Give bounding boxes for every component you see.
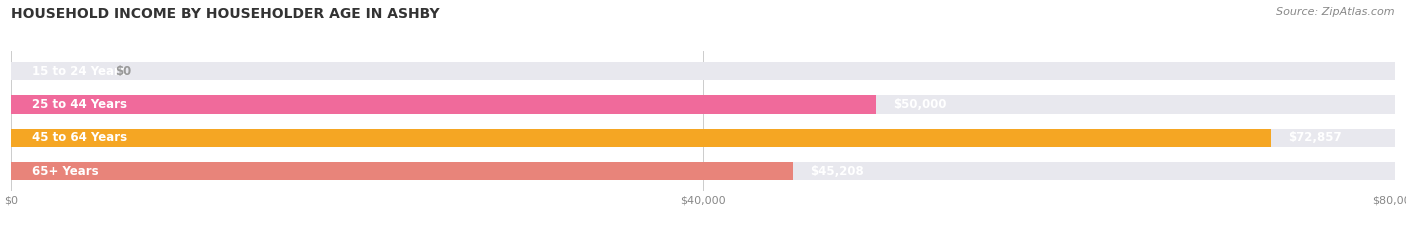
Bar [11, 129, 1395, 147]
Bar [11, 95, 1395, 114]
Bar [11, 129, 1271, 147]
Text: Source: ZipAtlas.com: Source: ZipAtlas.com [1277, 7, 1395, 17]
Text: $50,000: $50,000 [893, 98, 946, 111]
Text: 25 to 44 Years: 25 to 44 Years [32, 98, 127, 111]
Text: 15 to 24 Years: 15 to 24 Years [32, 65, 127, 78]
Bar [11, 95, 876, 114]
Bar [11, 162, 793, 180]
Text: $72,857: $72,857 [1288, 131, 1343, 144]
Text: 45 to 64 Years: 45 to 64 Years [32, 131, 127, 144]
Text: HOUSEHOLD INCOME BY HOUSEHOLDER AGE IN ASHBY: HOUSEHOLD INCOME BY HOUSEHOLDER AGE IN A… [11, 7, 440, 21]
Text: $0: $0 [115, 65, 131, 78]
Bar [11, 62, 1395, 80]
Text: $45,208: $45,208 [810, 164, 865, 178]
Bar [11, 162, 1395, 180]
Text: 65+ Years: 65+ Years [32, 164, 98, 178]
